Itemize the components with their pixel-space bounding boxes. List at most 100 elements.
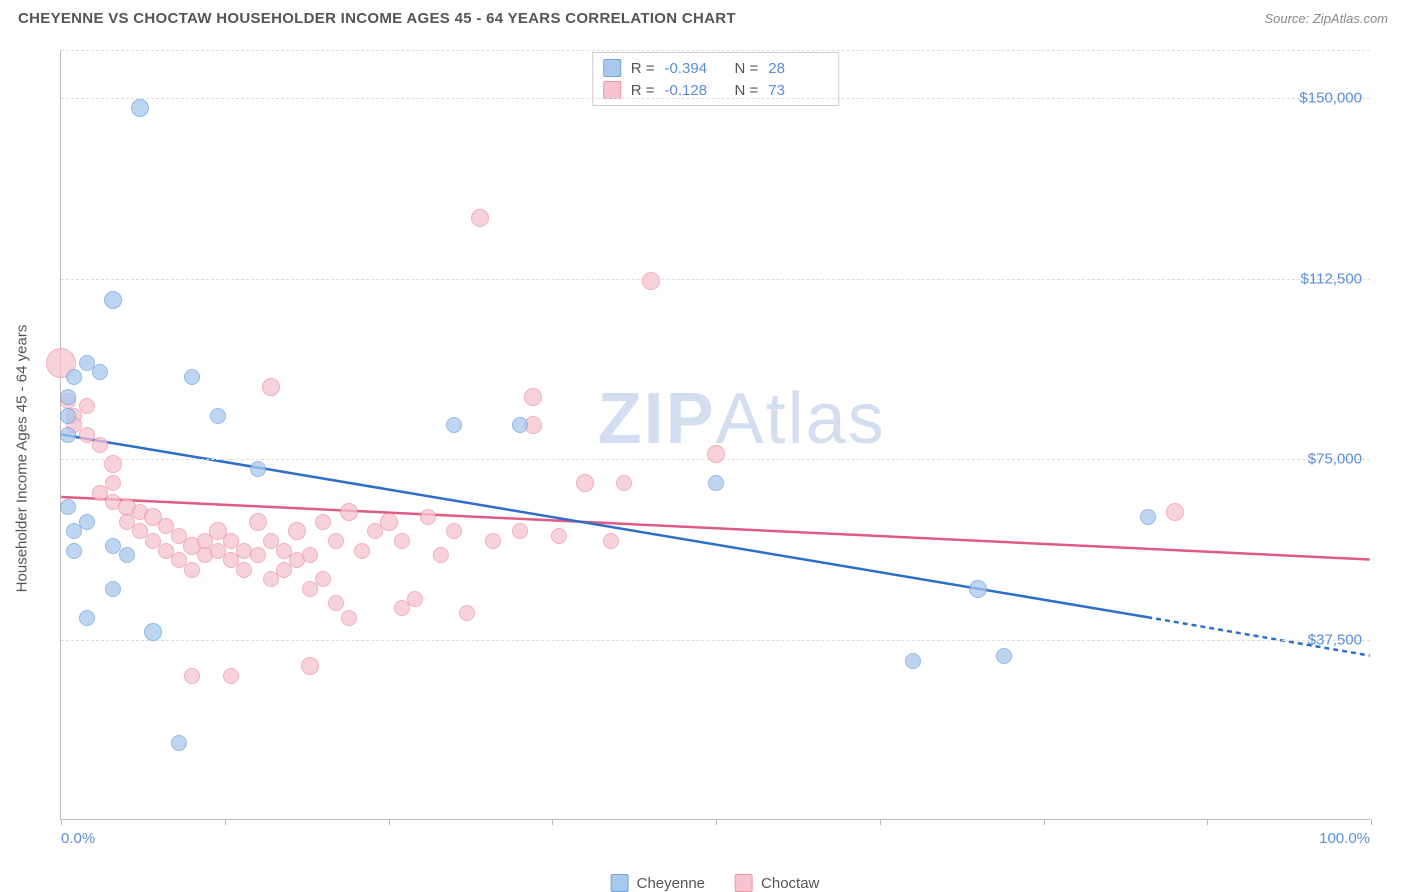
choctaw-point[interactable] [328, 533, 344, 549]
cheyenne-point[interactable] [969, 580, 987, 598]
cheyenne-point[interactable] [60, 499, 76, 515]
choctaw-point[interactable] [433, 547, 449, 563]
cheyenne-point[interactable] [184, 369, 200, 385]
stats-swatch [603, 81, 621, 99]
legend-label: Choctaw [761, 875, 819, 892]
choctaw-point[interactable] [459, 605, 475, 621]
cheyenne-point[interactable] [512, 417, 528, 433]
cheyenne-point[interactable] [79, 514, 95, 530]
cheyenne-point[interactable] [119, 547, 135, 563]
choctaw-point[interactable] [288, 522, 306, 540]
x-tick [1044, 819, 1045, 825]
choctaw-point[interactable] [79, 398, 95, 414]
chart-header: CHEYENNE VS CHOCTAW HOUSEHOLDER INCOME A… [0, 0, 1406, 33]
gridline [61, 640, 1370, 641]
x-tick-label-max: 100.0% [1319, 830, 1370, 847]
choctaw-point[interactable] [380, 513, 398, 531]
cheyenne-point[interactable] [60, 427, 76, 443]
choctaw-point[interactable] [642, 272, 660, 290]
choctaw-point[interactable] [707, 445, 725, 463]
cheyenne-point[interactable] [60, 408, 76, 424]
choctaw-point[interactable] [328, 595, 344, 611]
choctaw-point[interactable] [551, 528, 567, 544]
choctaw-point[interactable] [1166, 503, 1184, 521]
choctaw-point[interactable] [315, 571, 331, 587]
stats-row: R = -0.394 N = 28 [603, 57, 829, 79]
choctaw-point[interactable] [341, 610, 357, 626]
x-tick [1207, 819, 1208, 825]
y-tick-label: $37,500 [1308, 631, 1362, 648]
choctaw-point[interactable] [340, 503, 358, 521]
choctaw-point[interactable] [262, 378, 280, 396]
choctaw-point[interactable] [250, 547, 266, 563]
cheyenne-point[interactable] [66, 369, 82, 385]
chart-title: CHEYENNE VS CHOCTAW HOUSEHOLDER INCOME A… [18, 10, 736, 27]
cheyenne-point[interactable] [131, 99, 149, 117]
cheyenne-point[interactable] [105, 581, 121, 597]
chart-legend: Cheyenne Choctaw [611, 874, 820, 892]
stat-r-label: R = [631, 82, 655, 99]
choctaw-point[interactable] [471, 209, 489, 227]
choctaw-point[interactable] [576, 474, 594, 492]
y-tick-label: $150,000 [1299, 90, 1362, 107]
choctaw-point[interactable] [354, 543, 370, 559]
x-tick [389, 819, 390, 825]
x-tick [880, 819, 881, 825]
choctaw-point[interactable] [603, 533, 619, 549]
choctaw-point[interactable] [485, 533, 501, 549]
y-axis-label: Householder Income Ages 45 - 64 years [14, 325, 31, 593]
choctaw-point[interactable] [184, 562, 200, 578]
legend-item[interactable]: Choctaw [735, 874, 819, 892]
cheyenne-point[interactable] [144, 623, 162, 641]
stat-n-value: 73 [768, 82, 828, 99]
cheyenne-point[interactable] [905, 653, 921, 669]
stat-n-label: N = [735, 60, 759, 77]
choctaw-point[interactable] [524, 388, 542, 406]
plot-area: ZIPAtlas R = -0.394 N = 28 R = -0.128 N … [60, 50, 1370, 820]
choctaw-point[interactable] [407, 591, 423, 607]
cheyenne-point[interactable] [446, 417, 462, 433]
cheyenne-point[interactable] [79, 610, 95, 626]
choctaw-point[interactable] [616, 475, 632, 491]
x-tick [552, 819, 553, 825]
choctaw-point[interactable] [420, 509, 436, 525]
choctaw-point[interactable] [249, 513, 267, 531]
cheyenne-point[interactable] [996, 648, 1012, 664]
choctaw-point[interactable] [92, 437, 108, 453]
legend-item[interactable]: Cheyenne [611, 874, 705, 892]
choctaw-point[interactable] [512, 523, 528, 539]
choctaw-point[interactable] [236, 562, 252, 578]
cheyenne-point[interactable] [708, 475, 724, 491]
y-tick-label: $75,000 [1308, 451, 1362, 468]
cheyenne-point[interactable] [104, 291, 122, 309]
cheyenne-point[interactable] [250, 461, 266, 477]
cheyenne-point[interactable] [210, 408, 226, 424]
choctaw-point[interactable] [394, 533, 410, 549]
chart-container: Householder Income Ages 45 - 64 years ZI… [40, 40, 1390, 860]
choctaw-point[interactable] [394, 600, 410, 616]
choctaw-point[interactable] [301, 657, 319, 675]
x-tick [61, 819, 62, 825]
cheyenne-point[interactable] [171, 735, 187, 751]
gridline [61, 98, 1370, 99]
cheyenne-point[interactable] [60, 389, 76, 405]
stats-swatch [603, 59, 621, 77]
stat-n-label: N = [735, 82, 759, 99]
x-tick [225, 819, 226, 825]
choctaw-point[interactable] [446, 523, 462, 539]
choctaw-point[interactable] [223, 668, 239, 684]
cheyenne-point[interactable] [92, 364, 108, 380]
choctaw-point[interactable] [315, 514, 331, 530]
x-tick [1371, 819, 1372, 825]
choctaw-point[interactable] [104, 455, 122, 473]
chart-source: Source: ZipAtlas.com [1264, 11, 1388, 26]
legend-swatch [611, 874, 629, 892]
stat-r-value: -0.128 [665, 82, 725, 99]
cheyenne-point[interactable] [66, 543, 82, 559]
choctaw-point[interactable] [302, 547, 318, 563]
choctaw-point[interactable] [184, 668, 200, 684]
choctaw-point[interactable] [105, 475, 121, 491]
gridline [61, 279, 1370, 280]
cheyenne-point[interactable] [1140, 509, 1156, 525]
y-tick-label: $112,500 [1301, 270, 1362, 287]
